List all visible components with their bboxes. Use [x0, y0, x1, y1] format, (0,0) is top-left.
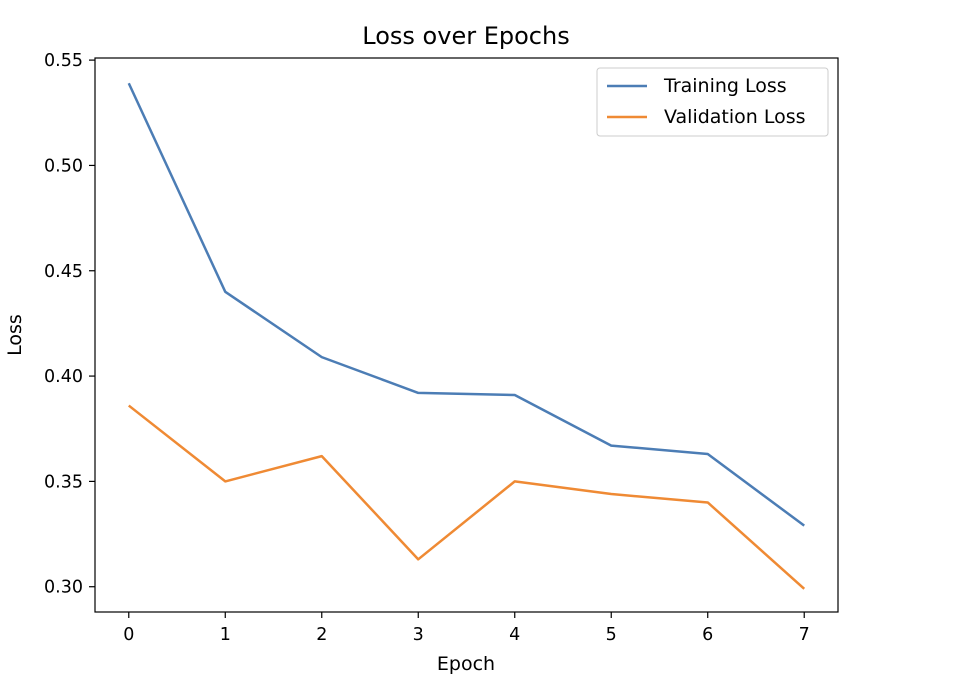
legend-label-validation-loss: Validation Loss — [664, 106, 806, 128]
y-tick-label: 0.55 — [44, 51, 83, 71]
x-tick-label: 5 — [606, 625, 617, 645]
y-tick-label: 0.50 — [44, 156, 83, 176]
series-line-validation-loss — [127, 404, 806, 590]
legend: Training Loss Validation Loss — [596, 67, 829, 137]
y-tick-label: 0.45 — [44, 262, 83, 282]
y-axis: 0.30 0.35 0.40 0.45 0.50 0.55 — [44, 51, 95, 598]
y-tick-label: 0.35 — [44, 472, 83, 492]
plot-area — [127, 82, 806, 590]
x-tick-label: 0 — [123, 625, 134, 645]
y-tick-label: 0.30 — [44, 578, 83, 598]
x-tick-label: 3 — [413, 625, 424, 645]
series-line-training-loss — [127, 82, 805, 527]
x-tick-label: 6 — [702, 625, 713, 645]
x-axis-label: Epoch — [437, 653, 495, 675]
x-tick-label: 7 — [799, 625, 810, 645]
y-axis-label: Loss — [4, 314, 26, 356]
axes-frame — [94, 57, 839, 613]
x-axis: 0 1 2 3 4 5 6 7 — [123, 612, 810, 645]
x-tick-label: 2 — [316, 625, 327, 645]
legend-label-training-loss: Training Loss — [663, 75, 787, 97]
chart-title: Loss over Epochs — [362, 22, 569, 50]
y-tick-label: 0.40 — [44, 367, 83, 387]
legend-frame — [596, 67, 829, 137]
x-tick-label: 1 — [220, 625, 231, 645]
x-tick-label: 4 — [509, 625, 520, 645]
